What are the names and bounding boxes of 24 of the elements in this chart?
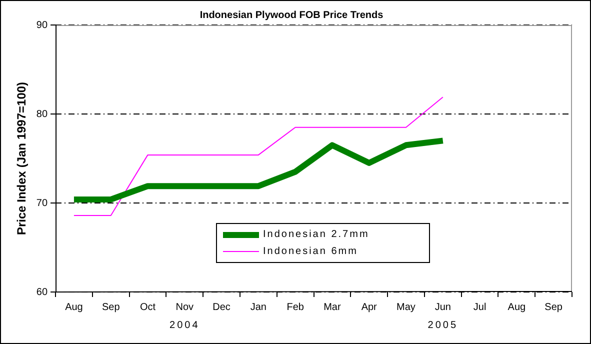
x-tick-label: Jan [250, 302, 266, 313]
x-tick-label: Dec [212, 302, 230, 313]
y-axis-title: Price Index (Jan 1997=100) [14, 82, 29, 236]
legend-label: Indonesian 6mm [263, 246, 358, 257]
y-tick-label: 60 [36, 286, 48, 298]
y-tick-label: 90 [36, 20, 48, 31]
text: 2005 [428, 320, 458, 331]
x-tick-label: Aug [65, 302, 83, 313]
y-tick-label: 70 [36, 198, 48, 209]
x-tick-label: May [396, 302, 416, 313]
x-tick-label: Jun [434, 302, 451, 313]
x-tick-label: Apr [361, 302, 378, 313]
legend-label: Indonesian 2.7mm [263, 229, 370, 240]
x-tick-label: Aug [508, 302, 526, 313]
x-tick-label: Oct [140, 302, 156, 313]
y-tick-label: 80 [36, 108, 48, 120]
x-tick-label: Sep [102, 302, 120, 313]
x-tick-label: Nov [176, 302, 194, 313]
x-tick-label: Jul [473, 302, 486, 313]
x-tick-label: Sep [544, 302, 563, 313]
x-tick-label: Feb [286, 302, 304, 313]
chart-title: Indonesian Plywood FOB Price Trends [200, 10, 384, 21]
text: 2004 [170, 320, 200, 331]
x-tick-label: Mar [324, 302, 342, 313]
